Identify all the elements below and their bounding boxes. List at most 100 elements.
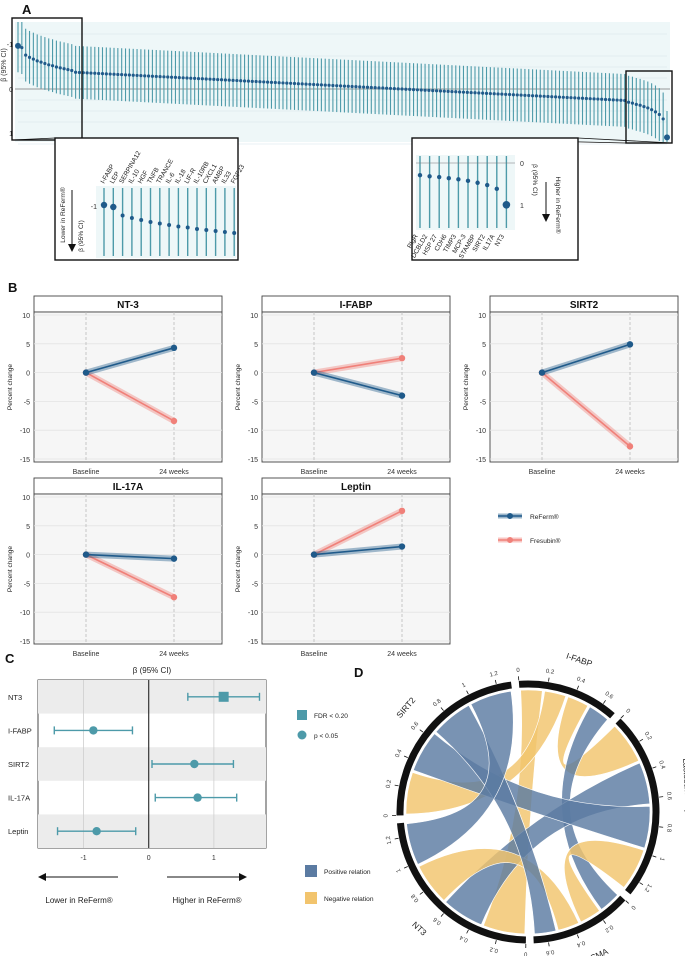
inset-point (130, 216, 134, 220)
sector-tick (395, 785, 399, 786)
beta-point (297, 82, 300, 85)
fresubin-point (399, 508, 405, 514)
beta-point (120, 73, 123, 76)
beta-point (404, 88, 407, 91)
beta-point (70, 69, 73, 72)
ytick-label: -15 (248, 639, 258, 646)
inset-point (139, 218, 143, 222)
ytick-label: -5 (24, 581, 30, 588)
sector-tick-label: 0 (624, 708, 631, 715)
beta-point (585, 97, 588, 100)
beta-point (205, 77, 208, 80)
ytick-label: 10 (22, 313, 30, 320)
beta-point (664, 134, 670, 140)
legend-p-label: p < 0.05 (314, 733, 338, 740)
sector-tick (603, 700, 605, 703)
beta-point (596, 97, 599, 100)
reformed-point (311, 551, 317, 557)
sector-tick (495, 680, 496, 684)
beta-point (362, 85, 365, 88)
beta-point (301, 82, 304, 85)
panel-d-letter: D (354, 665, 363, 680)
beta-point (254, 80, 257, 83)
beta-point (662, 117, 665, 120)
reformed-point (83, 369, 89, 375)
beta-point (604, 98, 607, 101)
ytick-label: -15 (248, 457, 258, 464)
beta-point (135, 74, 138, 77)
fresubin-point (171, 418, 177, 424)
beta-point (197, 77, 200, 80)
beta-point (109, 72, 112, 75)
legend-positive-label: Positive relation (324, 869, 371, 876)
sector-tick-label: 0.6 (411, 721, 421, 732)
sector-name-label: α-SMA (582, 946, 610, 956)
xtick-label: 1 (212, 855, 216, 862)
beta-point (566, 96, 569, 99)
xtick-label: 24 weeks (159, 469, 189, 476)
xtick-label: Baseline (301, 469, 328, 476)
row-label: Leptin (8, 827, 28, 836)
ytick-label: 10 (250, 495, 258, 502)
beta-circle (89, 726, 97, 734)
inset-right-plot-area (416, 155, 515, 230)
beta-point (493, 92, 496, 95)
beta-point (24, 54, 27, 57)
beta-point (293, 82, 296, 85)
sector-tick (441, 913, 444, 916)
inset-point (149, 220, 153, 224)
beta-point (589, 97, 592, 100)
beta-point (74, 71, 77, 74)
inset-point (186, 226, 190, 230)
beta-point (477, 91, 480, 94)
beta-point (389, 87, 392, 90)
sector-tick-label: 0.2 (545, 669, 555, 676)
sector-tick (577, 686, 578, 690)
inset-right-arrow-label: Higher in ReFerm® (554, 177, 562, 234)
beta-point (612, 98, 615, 101)
beta-point (504, 93, 507, 96)
beta-point (281, 81, 284, 84)
beta-point (443, 90, 446, 93)
beta-point (39, 61, 42, 64)
beta-point (143, 74, 146, 77)
sector-tick-label: 0 (516, 668, 520, 674)
inset-point (101, 202, 107, 208)
beta-point (577, 96, 580, 99)
panel-b-letter: B (8, 280, 17, 295)
fresubin-point (399, 355, 405, 361)
beta-point (423, 89, 426, 92)
beta-point (558, 95, 561, 98)
beta-point (93, 72, 96, 75)
xtick-label: 24 weeks (387, 651, 417, 658)
row-label: NT3 (8, 693, 22, 702)
ytick-label: 5 (26, 342, 30, 349)
beta-point (462, 91, 465, 94)
beta-point (600, 98, 603, 101)
legend-fresubin-marker (507, 537, 513, 543)
inset-point (121, 214, 125, 218)
inset-point (214, 229, 218, 233)
beta-point (523, 94, 526, 97)
xtick-label: Baseline (73, 651, 100, 658)
facet-plot-area (262, 494, 450, 644)
beta-point (397, 87, 400, 90)
beta-point (458, 90, 461, 93)
ytick-label: -10 (20, 428, 30, 435)
beta-point (654, 110, 657, 113)
sector-tick (467, 691, 469, 695)
beta-point (627, 101, 630, 104)
beta-point (266, 81, 269, 84)
legend-fdr-label: FDR < 0.20 (314, 713, 348, 720)
beta-point (62, 67, 65, 70)
beta-point (354, 85, 357, 88)
beta-point (496, 92, 499, 95)
sector-tick-label: 0.2 (489, 945, 499, 953)
inset-point (466, 179, 470, 183)
inset-point (495, 187, 499, 191)
ytick-label: -10 (248, 610, 258, 617)
beta-point (512, 93, 515, 96)
